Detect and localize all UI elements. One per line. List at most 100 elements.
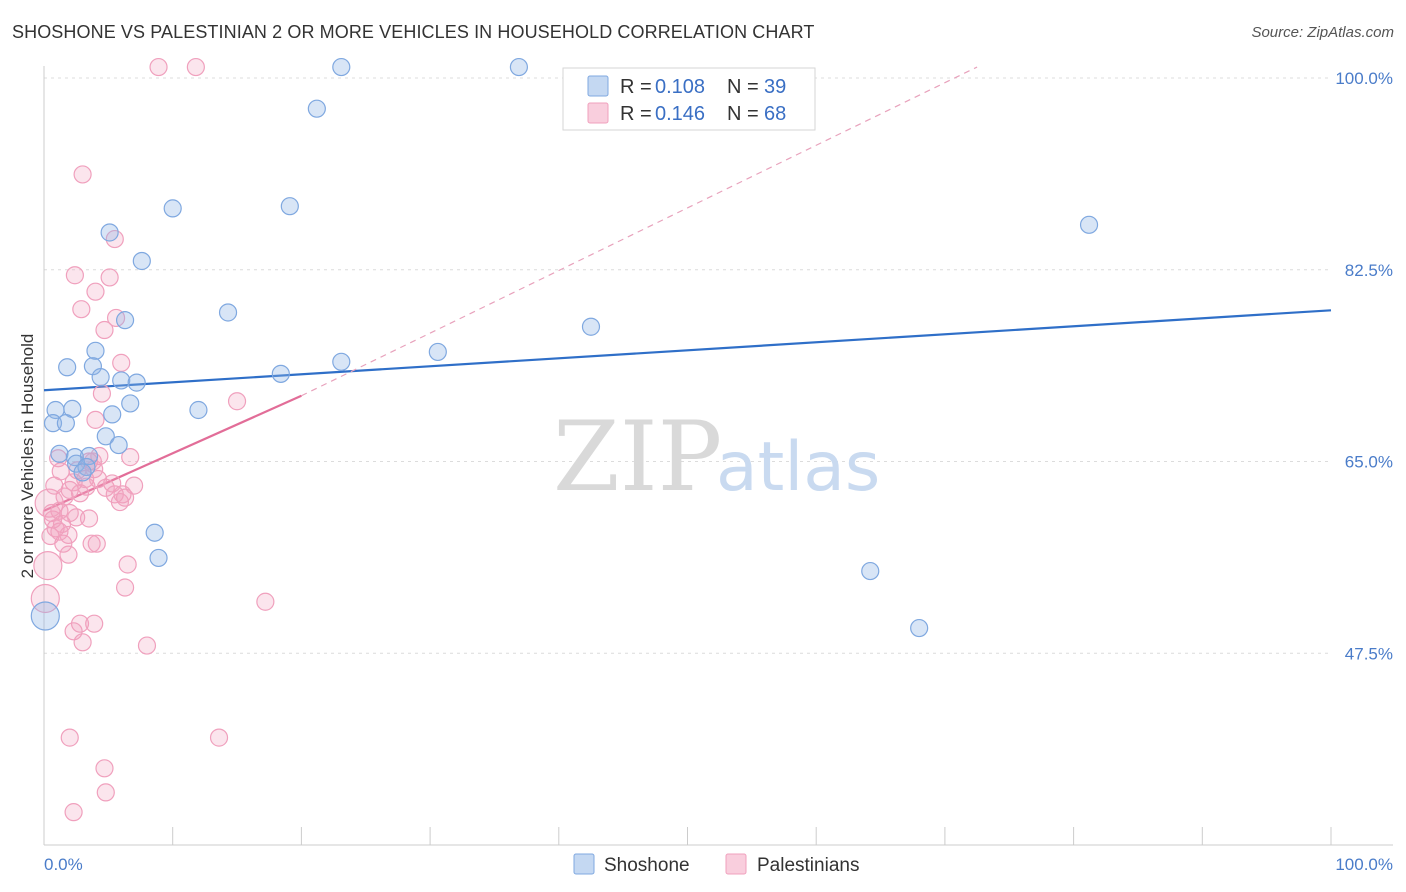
y-tick-label-2: 65.0%: [1345, 453, 1393, 472]
data-points: [30, 57, 1099, 822]
palestinians-point-64: [46, 519, 65, 538]
palestinians-point-44: [59, 545, 78, 564]
source-label: Source: ZipAtlas.com: [1251, 24, 1394, 41]
palestinians-point-43: [87, 534, 106, 553]
shoshone-point-26: [56, 414, 75, 433]
palestinians-point-48: [256, 592, 275, 611]
x-tick-label-1: 100.0%: [1335, 855, 1393, 874]
legend-n-value-palestinians: 68: [764, 103, 786, 125]
watermark: ZIP atlas: [553, 401, 880, 513]
palestinians-point-57: [95, 759, 114, 778]
palestinians-point-49: [30, 583, 60, 614]
palestinians-point-11: [92, 384, 112, 403]
trend-extension-1: [301, 66, 978, 397]
palestinians-point-56: [209, 728, 229, 747]
palestinians-point-5: [100, 268, 119, 287]
legend-r-label-palestinians: R =: [620, 103, 652, 125]
shoshone-point-38: [910, 618, 929, 638]
palestinians-point-67: [110, 492, 130, 512]
watermark-zip: ZIP: [553, 401, 722, 513]
watermark-atlas: atlas: [716, 428, 880, 507]
palestinians-point-14: [121, 448, 140, 467]
legend-r-value-palestinians: 0.146: [655, 103, 705, 125]
shoshone-point-37: [861, 561, 880, 581]
shoshone-point-28: [109, 435, 128, 455]
shoshone-point-35: [145, 523, 164, 542]
shoshone-point-11: [86, 341, 105, 360]
bottom-legend: Shoshone Palestinians: [573, 853, 859, 876]
shoshone-point-23: [189, 400, 208, 420]
palestinians-point-4: [65, 266, 84, 285]
x-tick-labels: 0.0% 100.0%: [44, 855, 1393, 874]
legend-n-label-palestinians: N =: [727, 103, 759, 125]
legend-swatch-palestinians: [587, 102, 609, 124]
shoshone-point-10: [581, 317, 601, 336]
y-axis-label: 2 or more Vehicles in Household: [18, 334, 37, 579]
shoshone-point-5: [1079, 215, 1099, 234]
palestinians-point-66: [88, 469, 108, 489]
shoshone-point-3: [163, 199, 182, 218]
shoshone-point-9: [115, 311, 135, 330]
legend-swatch-shoshone: [587, 75, 609, 97]
palestinians-point-13: [86, 410, 105, 429]
shoshone-point-39: [30, 601, 60, 631]
palestinians-point-42: [82, 534, 101, 553]
shoshone-point-36: [149, 548, 168, 568]
bottom-legend-label-shoshone: Shoshone: [604, 855, 690, 876]
palestinians-point-37: [79, 509, 99, 528]
palestinians-point-54: [137, 636, 157, 655]
y-tick-labels: 100.0% 82.5% 65.0% 47.5%: [1335, 69, 1393, 663]
bottom-legend-label-palestinians: Palestinians: [757, 855, 859, 876]
shoshone-point-0: [332, 57, 351, 77]
shoshone-point-13: [332, 352, 351, 371]
shoshone-point-1: [509, 57, 529, 77]
shoshone-point-16: [271, 364, 290, 383]
bottom-legend-swatch-palestinians: [725, 853, 747, 875]
y-tick-label-3: 47.5%: [1345, 644, 1393, 663]
legend-n-label-shoshone: N =: [727, 76, 759, 98]
x-tick-label-0: 0.0%: [44, 855, 83, 874]
shoshone-point-14: [58, 358, 77, 377]
shoshone-point-34: [73, 463, 92, 482]
palestinians-point-58: [96, 783, 115, 802]
legend-n-value-shoshone: 39: [764, 76, 786, 98]
legend-r-label-shoshone: R =: [620, 76, 652, 98]
trend-line-1: [43, 394, 302, 512]
shoshone-point-4: [280, 197, 299, 216]
trend-lines: [43, 66, 1332, 512]
palestinians-point-26: [70, 484, 90, 503]
shoshone-point-27: [96, 427, 115, 446]
palestinians-point-55: [60, 728, 79, 747]
shoshone-point-25: [43, 414, 63, 433]
legend-r-value-shoshone: 0.108: [655, 76, 705, 98]
palestinians-point-62: [55, 487, 74, 506]
shoshone-point-8: [218, 303, 238, 322]
palestinians-point-47: [115, 578, 135, 597]
chart-title: SHOSHONE VS PALESTINIAN 2 OR MORE VEHICL…: [12, 22, 815, 42]
palestinians-point-41: [54, 534, 73, 553]
palestinians-point-51: [85, 614, 104, 633]
bottom-legend-swatch-shoshone: [573, 853, 595, 875]
palestinians-point-2: [73, 165, 92, 184]
palestinians-point-7: [72, 300, 91, 319]
palestinians-point-6: [86, 282, 105, 301]
palestinians-point-59: [64, 803, 83, 822]
shoshone-point-21: [121, 394, 140, 413]
palestinians-point-0: [149, 57, 168, 77]
palestinians-point-52: [70, 614, 90, 633]
palestinians-point-46: [33, 550, 63, 581]
trend-line-0: [43, 309, 1332, 392]
shoshone-point-6: [100, 223, 119, 242]
palestinians-point-10: [112, 353, 131, 372]
axes: [43, 66, 1393, 846]
shoshone-point-17: [91, 368, 110, 387]
palestinians-point-9: [95, 320, 114, 340]
palestinians-point-45: [118, 555, 137, 574]
shoshone-point-2: [307, 99, 326, 118]
palestinians-point-53: [73, 633, 92, 652]
shoshone-point-12: [428, 342, 447, 362]
shoshone-point-19: [127, 373, 146, 392]
legend: R = 0.108 N = 39 R = 0.146 N = 68: [562, 67, 816, 131]
shoshone-point-29: [50, 444, 69, 463]
